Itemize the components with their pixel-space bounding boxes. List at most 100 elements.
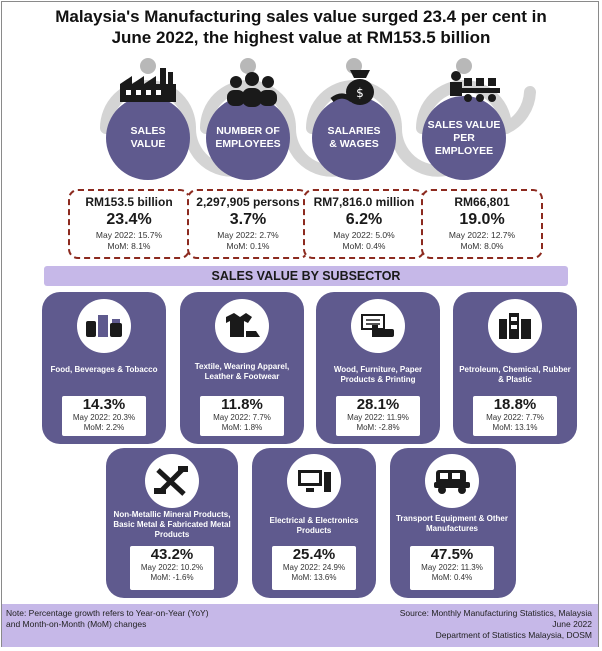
- subsector-wood-name: Wood, Furniture, Paper Products & Printi…: [333, 365, 423, 384]
- subsector-food-values: 14.3% May 2022: 20.3% MoM: 2.2%: [62, 396, 146, 436]
- subsector-electrical: Electrical & Electronics Products 25.4% …: [252, 448, 376, 598]
- food-icon: [86, 315, 122, 337]
- subsector-metal-may: May 2022: 10.2%: [140, 563, 204, 572]
- subsector-petroleum-name: Petroleum, Chemical, Rubber & Plastic: [459, 365, 571, 384]
- sales-per-employee-yoy: 19.0%: [459, 211, 505, 228]
- worker-conveyor-icon: [450, 71, 500, 102]
- subsector-textile: Textile, Wearing Apparel, Leather & Foot…: [180, 292, 304, 444]
- subsector-electrical-values: 25.4% May 2022: 24.9% MoM: 13.6%: [272, 546, 356, 590]
- footer-note-line-2: and Month-on-Month (MoM) changes: [6, 619, 147, 629]
- sales-per-employee-label: SALES VALUE PER EMPLOYEE: [427, 118, 501, 157]
- factory-icon: [120, 68, 176, 102]
- subsector-food-mom: MoM: 2.2%: [83, 423, 125, 432]
- salaries-may: May 2022: 5.0%: [333, 230, 395, 240]
- subsector-transport: Transport Equipment & Other Manufactures…: [390, 448, 516, 598]
- chemical-icon: [499, 313, 531, 339]
- salaries-card: RM7,816.0 million 6.2% May 2022: 5.0% Mo…: [303, 189, 425, 259]
- sales-value-may: May 2022: 15.7%: [95, 230, 163, 240]
- footer-source-line-3: Department of Statistics Malaysia, DOSM: [435, 630, 592, 640]
- sales-value-amount: RM153.5 billion: [85, 195, 173, 209]
- subsector-food-pct: 14.3%: [82, 396, 126, 413]
- footer-note: Note: Percentage growth refers to Year-o…: [6, 608, 209, 630]
- footer-bar: [2, 604, 598, 647]
- subsector-wood: Wood, Furniture, Paper Products & Printi…: [316, 292, 440, 444]
- subsector-transport-may: May 2022: 11.3%: [421, 563, 483, 572]
- subsector-banner: SALES VALUE BY SUBSECTOR: [44, 266, 568, 286]
- sales-per-employee-bubble: SALES VALUE PER EMPLOYEE: [422, 96, 506, 180]
- subsector-wood-values: 28.1% May 2022: 11.9% MoM: -2.8%: [336, 396, 420, 436]
- vehicle-icon: [434, 470, 470, 494]
- food-icon-circle: [77, 299, 131, 353]
- subsector-petroleum-may: May 2022: 7.7%: [486, 413, 544, 422]
- employees-yoy: 3.7%: [229, 211, 267, 228]
- sales-value-bubble: SALES VALUE: [106, 96, 190, 180]
- subsector-electrical-may: May 2022: 24.9%: [282, 563, 346, 572]
- sales-per-employee-card: RM66,801 19.0% May 2022: 12.7% MoM: 8.0%: [421, 189, 543, 259]
- clothing-icon: [226, 313, 260, 337]
- subsector-food: Food, Beverages & Tobacco 14.3% May 2022…: [42, 292, 166, 444]
- money-bag-icon: $: [330, 70, 374, 105]
- subsector-metal-mom: MoM: -1.6%: [150, 573, 194, 582]
- subsector-metal-name: Non-Metallic Mineral Products, Basic Met…: [113, 510, 231, 539]
- footer-source-line-1: Source: Monthly Manufacturing Statistics…: [399, 608, 592, 618]
- footer-source: Source: Monthly Manufacturing Statistics…: [400, 608, 592, 641]
- subsector-textile-name: Textile, Wearing Apparel, Leather & Foot…: [194, 362, 290, 381]
- employees-card: 2,297,905 persons 3.7% May 2022: 2.7% Mo…: [187, 189, 309, 259]
- computer-icon: [298, 470, 331, 492]
- subsector-transport-values: 47.5% May 2022: 11.3% MoM: 0.4%: [410, 546, 494, 590]
- sales-value-mom: MoM: 8.1%: [107, 241, 151, 251]
- vehicle-icon-circle: [425, 454, 479, 508]
- employees-label: NUMBER OF EMPLOYEES: [215, 125, 281, 150]
- employees-amount: 2,297,905 persons: [196, 195, 300, 209]
- employees-bubble: NUMBER OF EMPLOYEES: [206, 96, 290, 180]
- subsector-transport-pct: 47.5%: [430, 546, 474, 563]
- subsector-transport-name: Transport Equipment & Other Manufactures: [395, 514, 508, 533]
- footer-note-line-1: Note: Percentage growth refers to Year-o…: [6, 608, 209, 618]
- subsector-wood-may: May 2022: 11.9%: [347, 413, 409, 422]
- computer-icon-circle: [287, 454, 341, 508]
- subsector-textile-values: 11.8% May 2022: 7.7% MoM: 1.8%: [200, 396, 284, 436]
- salaries-yoy: 6.2%: [345, 211, 383, 228]
- subsector-transport-mom: MoM: 0.4%: [431, 573, 473, 582]
- subsector-wood-mom: MoM: -2.8%: [356, 423, 400, 432]
- tools-icon: [154, 466, 188, 496]
- subsector-food-name: Food, Beverages & Tobacco: [50, 365, 158, 374]
- subsector-textile-pct: 11.8%: [221, 396, 263, 413]
- salaries-mom: MoM: 0.4%: [342, 241, 386, 251]
- page-title: Malaysia's Manufacturing sales value sur…: [0, 6, 602, 48]
- tools-icon-circle: [145, 454, 199, 508]
- subsector-metal: Non-Metallic Mineral Products, Basic Met…: [106, 448, 238, 598]
- employees-may: May 2022: 2.7%: [217, 230, 279, 240]
- footer-source-line-2: June 2022: [552, 619, 592, 629]
- subsector-electrical-pct: 25.4%: [292, 546, 336, 563]
- clothing-icon-circle: [215, 299, 269, 353]
- subsector-petroleum-pct: 18.8%: [493, 396, 537, 413]
- title-line-2: June 2022, the highest value at RM153.5 …: [111, 28, 491, 47]
- subsector-wood-pct: 28.1%: [356, 396, 400, 413]
- subsector-petroleum-mom: MoM: 13.1%: [492, 423, 538, 432]
- subsector-electrical-name: Electrical & Electronics Products: [269, 516, 359, 535]
- svg-text:$: $: [356, 86, 364, 100]
- subsector-petroleum: Petroleum, Chemical, Rubber & Plastic 18…: [453, 292, 577, 444]
- salaries-amount: RM7,816.0 million: [313, 195, 415, 209]
- sales-value-yoy: 23.4%: [106, 211, 152, 228]
- salaries-label: SALARIES & WAGES: [327, 125, 381, 150]
- title-line-1: Malaysia's Manufacturing sales value sur…: [55, 7, 547, 26]
- sales-value-card: RM153.5 billion 23.4% May 2022: 15.7% Mo…: [68, 189, 190, 259]
- sales-per-employee-mom: MoM: 8.0%: [460, 241, 504, 251]
- chemical-icon-circle: [488, 299, 542, 353]
- subsector-metal-pct: 43.2%: [150, 546, 194, 563]
- salaries-bubble: SALARIES & WAGES: [312, 96, 396, 180]
- furniture-icon: [361, 314, 394, 337]
- subsector-petroleum-values: 18.8% May 2022: 7.7% MoM: 13.1%: [473, 396, 557, 436]
- sales-per-employee-amount: RM66,801: [454, 195, 510, 209]
- employees-mom: MoM: 0.1%: [226, 241, 270, 251]
- subsector-electrical-mom: MoM: 13.6%: [291, 573, 337, 582]
- sales-per-employee-may: May 2022: 12.7%: [448, 230, 516, 240]
- subsector-textile-may: May 2022: 7.7%: [213, 413, 271, 422]
- subsector-food-may: May 2022: 20.3%: [72, 413, 136, 422]
- people-icon: [227, 72, 277, 107]
- subsector-textile-mom: MoM: 1.8%: [221, 423, 263, 432]
- sales-value-label: SALES VALUE: [130, 125, 166, 150]
- furniture-icon-circle: [351, 299, 405, 353]
